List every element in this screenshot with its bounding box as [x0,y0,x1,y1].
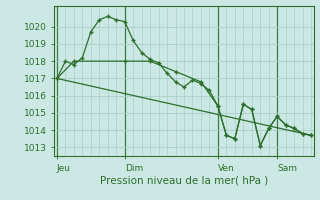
X-axis label: Pression niveau de la mer( hPa ): Pression niveau de la mer( hPa ) [100,175,268,185]
